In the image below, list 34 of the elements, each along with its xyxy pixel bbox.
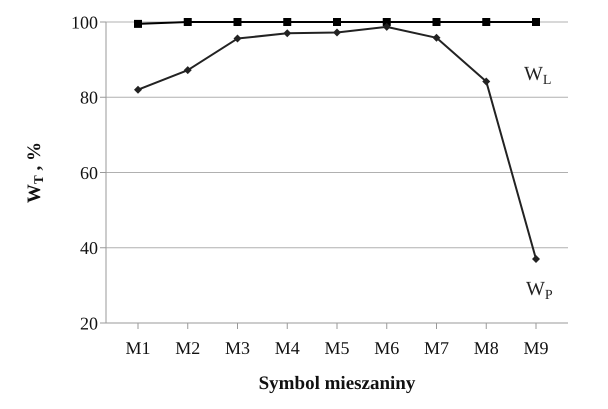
point — [234, 18, 242, 26]
series-label: W$_{P}$ — [526, 278, 553, 303]
point — [432, 34, 440, 42]
point — [234, 34, 242, 43]
point — [382, 22, 391, 31]
point — [532, 255, 540, 264]
point — [184, 66, 192, 74]
point — [134, 20, 142, 28]
y-tick-label: 60 — [80, 162, 98, 183]
point — [532, 18, 540, 26]
x-tick-label: M3 — [224, 338, 250, 358]
y-tick-label: 80 — [80, 88, 98, 108]
x-tick-label: M9 — [523, 338, 549, 358]
point — [184, 18, 192, 26]
point — [283, 29, 292, 38]
point — [283, 18, 292, 26]
point — [333, 18, 341, 26]
point — [432, 18, 440, 26]
series-label: W$_{L}$ — [524, 63, 552, 88]
point — [482, 77, 490, 86]
y-tick-label: 40 — [80, 238, 98, 258]
x-tick-label: M2 — [175, 338, 200, 358]
y-tick-label: 100 — [71, 12, 98, 32]
x-tick-label: M7 — [424, 338, 450, 358]
x-tick-label: M1 — [125, 338, 151, 358]
point — [482, 18, 490, 26]
point — [134, 86, 142, 94]
x-axis-title: Symbol mieszaniny — [258, 373, 416, 394]
point — [333, 28, 341, 37]
x-tick-label: M4 — [274, 338, 300, 358]
x-tick-label: M5 — [324, 338, 350, 358]
y-tick-label: 20 — [80, 313, 98, 334]
x-tick-label: M6 — [374, 338, 400, 358]
x-tick-label: M8 — [474, 338, 499, 358]
